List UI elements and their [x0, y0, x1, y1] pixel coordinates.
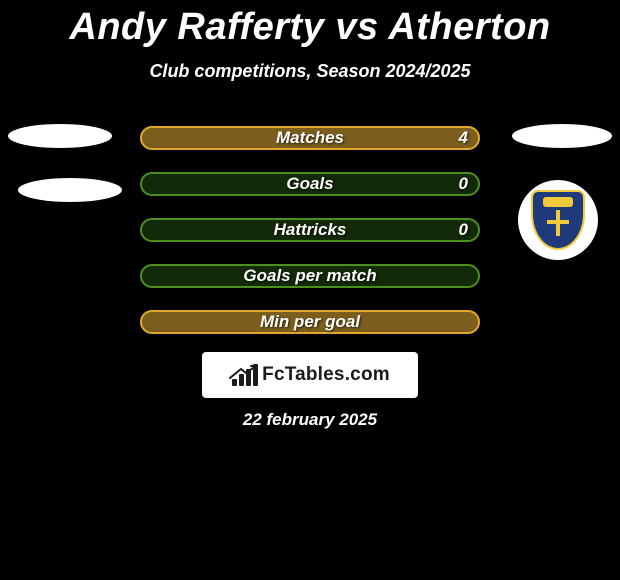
left-photo-placeholder-1: [8, 124, 112, 148]
stat-row: Goals 0: [140, 172, 480, 196]
stats-panel: Matches 4 Goals 0 Hattricks 0 Goals per match M…: [140, 126, 480, 356]
stat-row: Hattricks 0: [140, 218, 480, 242]
left-photo-placeholder-2: [18, 178, 122, 202]
bar-chart-icon: [230, 364, 258, 386]
brand-text: FcTables.com: [262, 364, 390, 386]
stat-value-right: 0: [459, 174, 468, 194]
stat-row: Min per goal: [140, 310, 480, 334]
right-photo-placeholder: [512, 124, 612, 148]
stat-row: Goals per match: [140, 264, 480, 288]
stat-label: Hattricks: [274, 220, 347, 240]
stat-label: Goals per match: [243, 266, 376, 286]
stat-label: Matches: [276, 128, 344, 148]
brand-badge: FcTables.com: [202, 352, 418, 398]
stat-value-right: 4: [459, 128, 468, 148]
stat-value-right: 0: [459, 220, 468, 240]
stat-label: Min per goal: [260, 312, 360, 332]
club-badge: [518, 180, 598, 260]
page-title: Andy Rafferty vs Atherton: [0, 0, 620, 49]
club-crest-icon: [531, 190, 585, 250]
footer-date: 22 february 2025: [0, 410, 620, 430]
page-subtitle: Club competitions, Season 2024/2025: [0, 61, 620, 82]
stat-label: Goals: [286, 174, 333, 194]
stat-row: Matches 4: [140, 126, 480, 150]
